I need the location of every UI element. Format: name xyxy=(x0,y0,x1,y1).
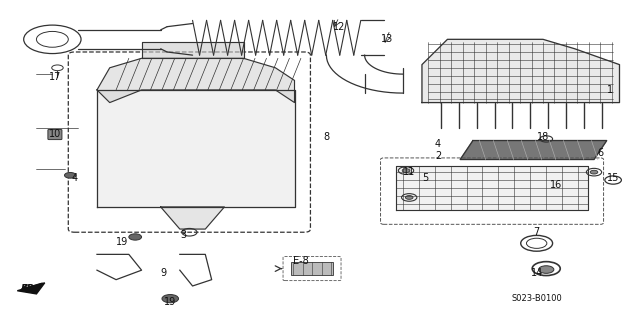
Polygon shape xyxy=(97,90,294,207)
Circle shape xyxy=(129,234,141,240)
Polygon shape xyxy=(17,283,45,294)
Text: 4: 4 xyxy=(72,174,77,183)
Text: 19: 19 xyxy=(116,237,129,247)
Polygon shape xyxy=(396,166,588,210)
Text: 9: 9 xyxy=(161,268,167,278)
Polygon shape xyxy=(422,39,620,103)
Text: 15: 15 xyxy=(607,174,620,183)
Text: 13: 13 xyxy=(381,34,393,44)
Circle shape xyxy=(65,173,76,178)
Text: 4: 4 xyxy=(435,139,441,149)
Text: FR.: FR. xyxy=(21,284,39,294)
Text: 1: 1 xyxy=(607,85,613,95)
Text: 10: 10 xyxy=(49,129,61,139)
Polygon shape xyxy=(97,58,294,103)
Text: 12: 12 xyxy=(333,22,346,32)
Text: 19: 19 xyxy=(164,297,177,307)
Text: 8: 8 xyxy=(323,132,330,142)
Bar xyxy=(291,262,333,275)
Text: 6: 6 xyxy=(597,148,604,158)
Text: 3: 3 xyxy=(180,230,186,241)
Text: 17: 17 xyxy=(49,72,61,82)
Circle shape xyxy=(405,196,413,199)
Text: 2: 2 xyxy=(435,151,441,161)
Polygon shape xyxy=(161,207,225,229)
Text: E-8: E-8 xyxy=(293,256,308,266)
Circle shape xyxy=(590,170,598,174)
Circle shape xyxy=(539,266,554,273)
Polygon shape xyxy=(141,42,244,58)
Text: S023-B0100: S023-B0100 xyxy=(511,294,562,303)
Text: 18: 18 xyxy=(537,132,549,142)
FancyBboxPatch shape xyxy=(48,130,62,140)
Text: 16: 16 xyxy=(550,180,562,190)
Circle shape xyxy=(402,169,410,173)
Text: 7: 7 xyxy=(534,227,540,237)
Text: 11: 11 xyxy=(403,167,415,177)
Text: 14: 14 xyxy=(531,268,543,278)
Circle shape xyxy=(162,294,179,303)
Text: 5: 5 xyxy=(422,174,428,183)
Polygon shape xyxy=(460,141,607,160)
